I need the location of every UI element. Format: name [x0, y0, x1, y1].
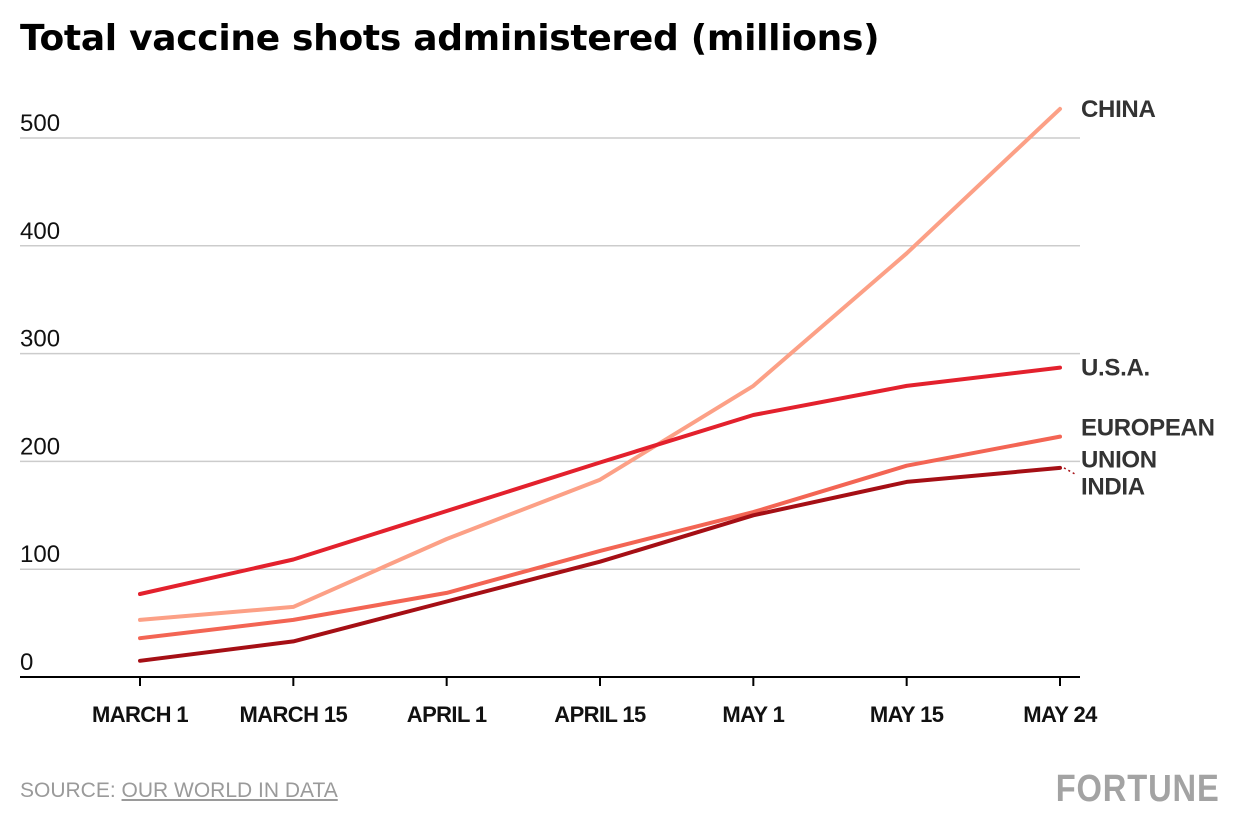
series-label-line: EUROPEAN	[1081, 415, 1215, 442]
x-tick-label: MARCH 1	[92, 702, 188, 727]
series-lines	[138, 106, 1062, 663]
series-label-european-union: EUROPEAN UNION	[1081, 415, 1215, 474]
y-tick-label: 400	[20, 218, 60, 245]
x-tick-label: MAY 1	[722, 702, 784, 727]
series-label-leader	[1063, 467, 1077, 476]
series-label-line: INDIA	[1081, 474, 1145, 501]
series-label-line: CHINA	[1081, 96, 1156, 123]
y-tick-label: 100	[20, 541, 60, 568]
x-tick-label: MARCH 15	[239, 702, 347, 727]
chart-title: Total vaccine shots administered (millio…	[20, 18, 880, 59]
source-link[interactable]: OUR WORLD IN DATA	[121, 779, 338, 802]
series-label-line: UNION	[1081, 447, 1157, 474]
y-axis-tick-labels: 0 100 200 300 400 500	[20, 110, 60, 676]
series-label-china: CHINA	[1081, 96, 1156, 123]
fortune-logo: FORTUNE	[1056, 768, 1220, 810]
y-tick-label: 0	[20, 649, 33, 676]
x-axis: MARCH 1 MARCH 15 APRIL 1 APRIL 15 MAY 1 MAY 1…	[20, 676, 1099, 727]
x-tick-label: MAY 24	[1023, 702, 1098, 727]
series-label-india: INDIA	[1081, 474, 1145, 501]
source-label: SOURCE:	[20, 779, 116, 802]
gridlines	[20, 137, 1080, 570]
y-tick-label: 200	[20, 433, 60, 460]
series-label-u-s-a-: U.S.A.	[1081, 355, 1150, 382]
x-tick-label: MAY 15	[870, 702, 944, 727]
series-line-european-union	[138, 434, 1062, 641]
x-tick-label: APRIL 1	[407, 702, 487, 727]
series-label-line: U.S.A.	[1081, 355, 1150, 382]
series-line-india	[138, 465, 1062, 663]
y-tick-label: 500	[20, 110, 60, 137]
y-tick-label: 300	[20, 326, 60, 353]
x-tick-label: APRIL 15	[554, 702, 646, 727]
series-line-china	[138, 106, 1062, 622]
series-line-u-s-a-	[138, 365, 1062, 596]
source-note: SOURCE: OUR WORLD IN DATA	[20, 779, 338, 803]
